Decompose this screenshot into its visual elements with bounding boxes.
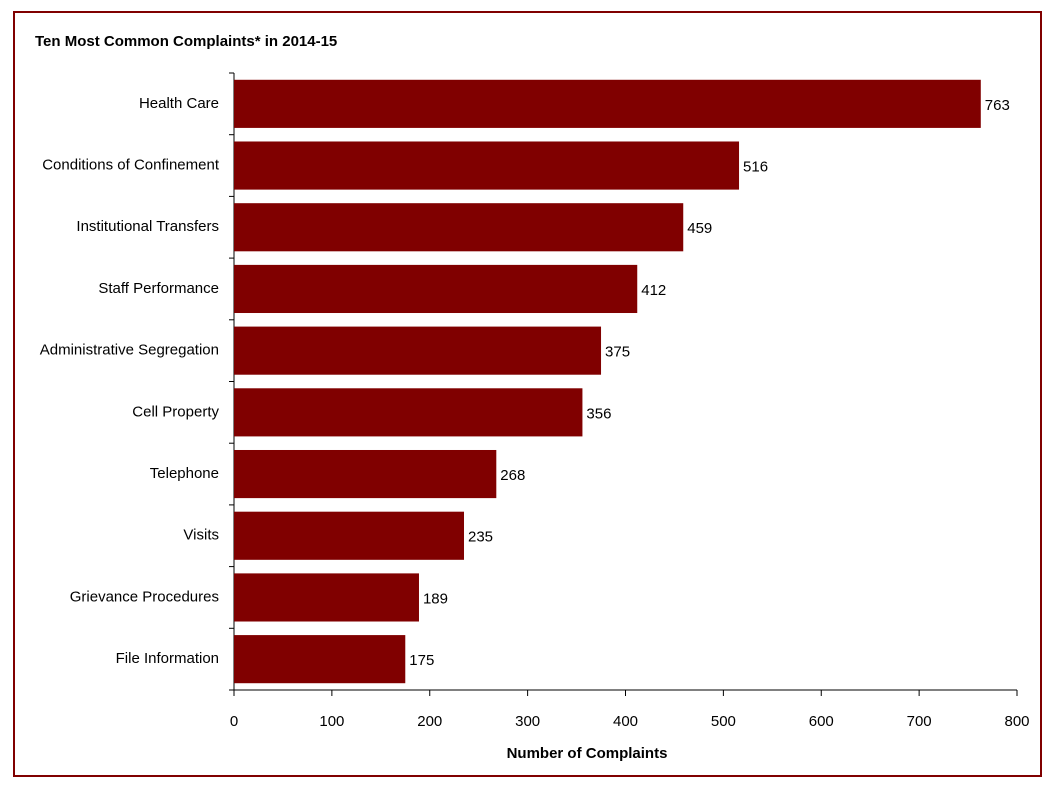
x-tick-label: 400: [613, 713, 638, 730]
y-tick-label: Cell Property: [132, 403, 219, 420]
x-axis-title: Number of Complaints: [507, 745, 668, 762]
bar: [234, 449, 497, 499]
x-tick-label: 600: [809, 713, 834, 730]
y-tick-label: Conditions of Confinement: [42, 157, 220, 174]
bar: [234, 264, 638, 314]
bar: [234, 326, 602, 375]
y-tick-label: File Information: [116, 650, 219, 667]
bar: [234, 79, 981, 128]
bar: [234, 511, 465, 560]
x-tick-label: 500: [711, 713, 736, 730]
x-tick-label: 0: [230, 713, 238, 730]
value-label: 268: [500, 467, 525, 484]
bar: [234, 573, 419, 622]
x-tick-label: 300: [515, 713, 540, 730]
y-tick-label: Grievance Procedures: [70, 588, 219, 605]
value-label: 459: [687, 220, 712, 237]
value-label: 375: [605, 344, 630, 361]
x-tick-label: 200: [417, 713, 442, 730]
value-label: 235: [468, 529, 493, 546]
bar: [234, 141, 740, 190]
value-label: 763: [985, 97, 1010, 114]
value-label: 356: [586, 405, 611, 422]
bar: [234, 203, 684, 252]
bar: [234, 635, 406, 684]
chart-title: Ten Most Common Complaints* in 2014-15: [35, 33, 337, 50]
chart-frame: [13, 11, 1042, 777]
y-tick-label: Telephone: [150, 465, 219, 482]
x-tick-label: 700: [907, 713, 932, 730]
y-tick-label: Staff Performance: [98, 280, 219, 297]
y-tick-label: Health Care: [139, 95, 219, 112]
y-tick-label: Administrative Segregation: [40, 342, 219, 359]
y-tick-label: Institutional Transfers: [76, 218, 219, 235]
bar: [234, 388, 583, 437]
value-label: 516: [743, 159, 768, 176]
value-label: 175: [409, 652, 434, 669]
value-label: 189: [423, 590, 448, 607]
x-tick-label: 100: [319, 713, 344, 730]
y-tick-label: Visits: [183, 527, 219, 544]
value-label: 412: [641, 282, 666, 299]
x-tick-label: 800: [1004, 713, 1029, 730]
